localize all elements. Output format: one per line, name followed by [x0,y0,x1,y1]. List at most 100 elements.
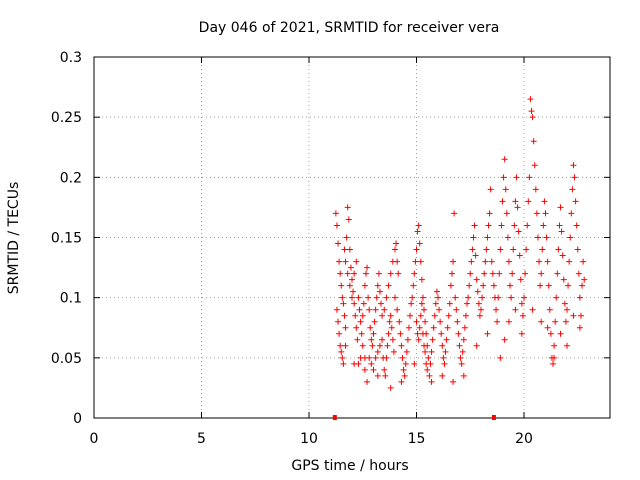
data-point [488,258,495,265]
data-point [460,336,467,343]
data-point [572,198,579,205]
data-point [462,312,469,319]
data-point [476,312,483,319]
data-point [479,294,486,301]
zero-markers [332,415,496,420]
data-point [351,300,358,307]
data-point [422,318,429,325]
data-point [573,222,580,229]
data-point [383,354,390,361]
data-point [337,270,344,277]
x-tick-label: 0 [90,431,99,447]
data-point [427,360,434,367]
data-point [372,306,379,313]
data-point [508,294,515,301]
data-point [439,342,446,349]
data-point [522,270,529,277]
data-point [432,300,439,307]
data-point [447,282,454,289]
data-point [553,294,560,301]
data-point [526,174,533,181]
data-point [368,336,375,343]
data-point [529,306,536,313]
data-point [473,342,480,349]
data-point [473,276,480,283]
data-point [413,246,420,253]
data-point [403,348,410,355]
data-point [561,300,568,307]
data-point [499,198,506,205]
data-point [365,294,372,301]
data-point [475,300,482,307]
zero-marker [491,415,496,420]
data-point [542,210,549,217]
data-point [428,378,435,385]
data-point [409,294,416,301]
data-point [575,270,582,277]
data-point [337,342,344,349]
data-point [344,270,351,277]
grid-lines [94,57,610,418]
data-point [349,294,355,301]
y-tick-label: 0.3 [60,50,82,66]
data-point [546,306,553,313]
data-point [566,258,573,265]
data-point [540,222,547,229]
data-point [388,324,395,331]
data-point [387,270,394,277]
data-point [417,312,424,319]
data-point [415,222,422,229]
data-point [429,336,436,343]
data-point [379,312,386,319]
data-point [362,270,369,277]
data-point [387,312,394,319]
data-point [464,300,471,307]
data-point [461,324,468,331]
axis-ticks [93,56,610,419]
data-point [389,336,396,343]
data-point [404,336,411,343]
data-point [364,264,371,271]
data-point [366,306,373,313]
data-point [557,204,564,211]
data-point [392,294,398,301]
data-point [435,294,441,301]
data-point [478,306,484,313]
data-point [376,342,383,349]
data-point [372,354,379,361]
data-point [419,330,426,337]
data-point [576,324,583,331]
data-point [341,246,348,253]
data-point [457,354,464,361]
data-point [556,222,563,229]
data-point [505,258,512,265]
data-point [564,306,570,313]
data-point [399,354,406,361]
data-point [515,228,522,235]
data-point [357,318,364,325]
data-point [518,300,525,307]
data-point [415,336,422,343]
data-point [490,282,497,289]
data-point [459,348,466,355]
x-tick-labels: 0 5 10 15 20 [90,431,533,447]
data-point [374,282,381,289]
data-point [417,258,424,265]
data-point [558,228,565,235]
data-point [411,360,418,367]
data-point [460,372,467,379]
x-tick-label: 15 [408,431,426,447]
data-point [551,354,558,361]
data-point [428,348,435,355]
data-point [405,324,412,331]
data-point [426,372,433,379]
data-point [450,378,457,385]
y-tick-label: 0.05 [51,351,82,367]
data-point [341,312,348,319]
data-point [422,348,429,355]
data-point [373,294,380,301]
x-tick-label: 5 [197,431,206,447]
data-point [514,204,521,211]
data-point [344,204,351,211]
data-point [551,342,558,349]
